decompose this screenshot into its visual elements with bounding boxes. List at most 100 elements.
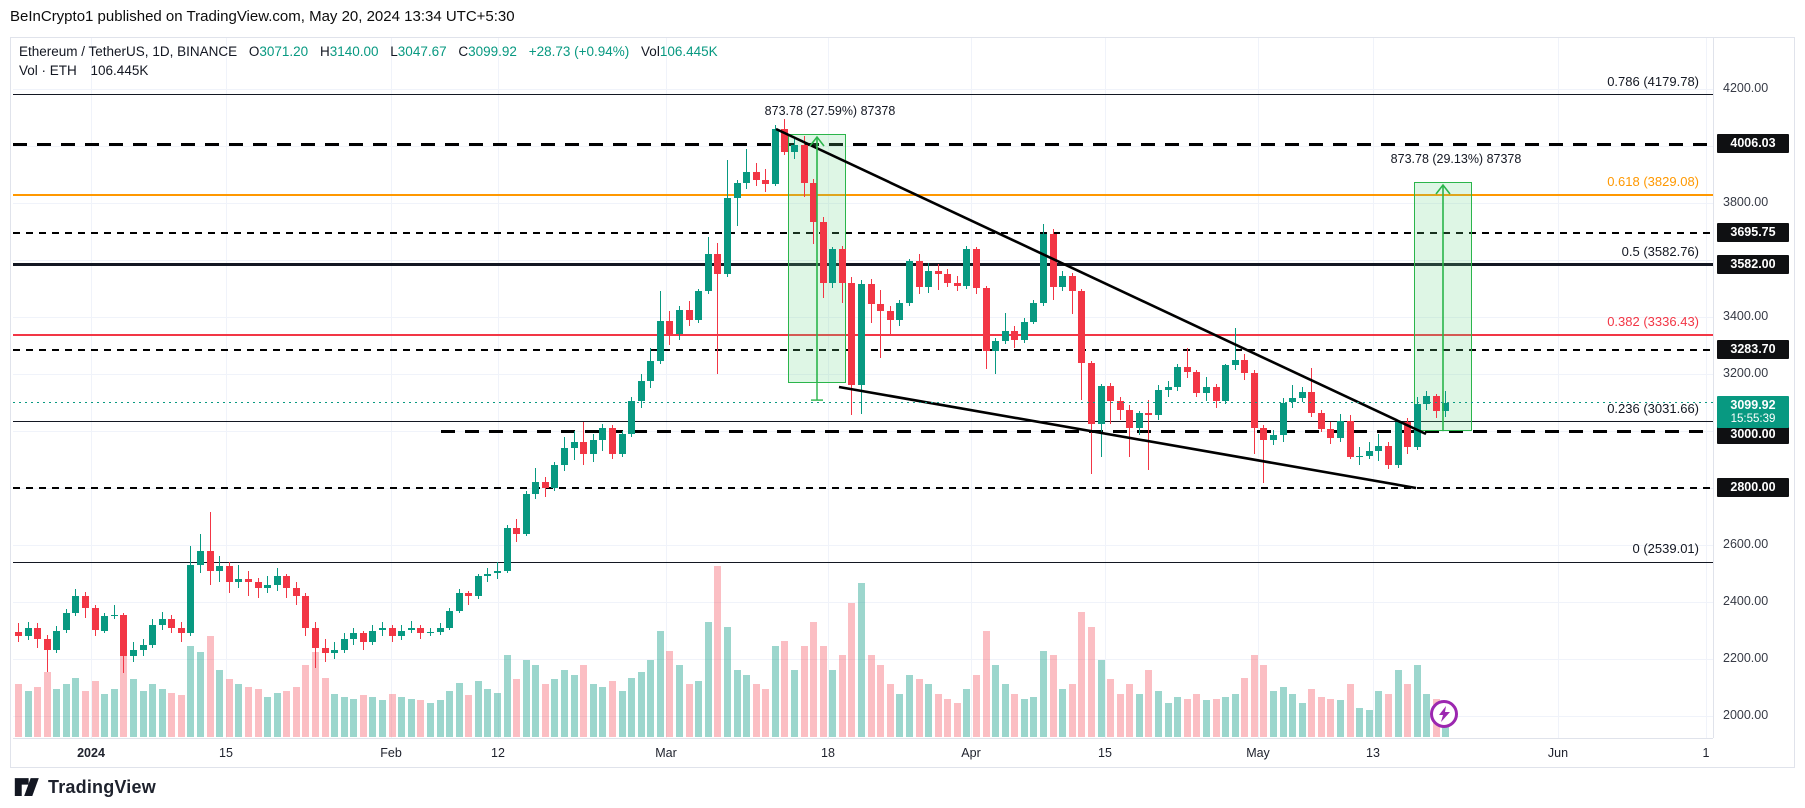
volume-bar[interactable] (1107, 679, 1115, 737)
price-axis[interactable]: 3099.92 15:55:39 4006.03 3695.75 3582.00 32… (1713, 38, 1797, 738)
candle-body[interactable] (762, 180, 770, 185)
horizontal-dashed-line[interactable] (13, 487, 1713, 489)
volume-bar[interactable] (1040, 650, 1048, 737)
candle-body[interactable] (446, 610, 454, 628)
candle-body[interactable] (1212, 386, 1220, 402)
volume-bar[interactable] (896, 693, 904, 737)
volume-bar[interactable] (216, 669, 224, 737)
volume-bar[interactable] (733, 669, 741, 737)
volume-bar[interactable] (685, 684, 693, 737)
volume-bar[interactable] (810, 621, 818, 737)
volume-bar[interactable] (1346, 684, 1354, 737)
volume-bar[interactable] (1337, 700, 1345, 737)
candle-wick[interactable] (1234, 328, 1236, 370)
volume-bar[interactable] (838, 655, 846, 737)
time-axis-label[interactable]: Mar (655, 746, 677, 760)
volume-bar[interactable] (1135, 693, 1143, 737)
candle-wick[interactable] (1292, 385, 1294, 409)
volume-bar[interactable] (15, 684, 22, 737)
volume-bar[interactable] (608, 681, 616, 737)
volume-bar[interactable] (800, 645, 808, 737)
volume-bar[interactable] (1049, 655, 1057, 737)
volume-bar[interactable] (1317, 696, 1325, 737)
candle-body[interactable] (1068, 275, 1076, 292)
candle-body[interactable] (1059, 275, 1067, 288)
volume-bar[interactable] (1222, 696, 1230, 737)
candle-body[interactable] (359, 633, 367, 642)
candle-body[interactable] (139, 644, 147, 651)
candle-body[interactable] (321, 647, 329, 654)
volume-bar[interactable] (206, 636, 214, 737)
candle-body[interactable] (494, 570, 501, 574)
candle-body[interactable] (915, 260, 923, 288)
candle-wick[interactable] (889, 305, 891, 336)
candle-body[interactable] (417, 627, 425, 634)
volume-bar[interactable] (273, 692, 281, 737)
candle-body[interactable] (1145, 413, 1153, 416)
candle-body[interactable] (551, 465, 559, 488)
candle-body[interactable] (503, 527, 511, 571)
candle-body[interactable] (187, 564, 195, 634)
volume-bar[interactable] (1279, 687, 1287, 737)
volume-bar[interactable] (244, 687, 252, 737)
candle-body[interactable] (1279, 402, 1287, 436)
volume-bar[interactable] (177, 694, 185, 737)
time-axis-label[interactable]: 1 (1702, 746, 1710, 760)
volume-bar[interactable] (1116, 693, 1124, 737)
volume-bar[interactable] (790, 669, 798, 737)
candle-body[interactable] (810, 183, 818, 222)
candle-wick[interactable] (1368, 442, 1370, 460)
volume-bar[interactable] (254, 689, 262, 737)
candle-body[interactable] (72, 596, 80, 614)
volume-bar[interactable] (82, 690, 90, 737)
candle-body[interactable] (570, 442, 578, 449)
lightning-marker[interactable] (1430, 700, 1458, 728)
volume-bar[interactable] (647, 660, 655, 737)
horizontal-dashed-line[interactable] (13, 142, 1713, 146)
volume-bar[interactable] (1193, 693, 1201, 737)
candle-body[interactable] (311, 627, 319, 648)
candle-body[interactable] (302, 596, 310, 628)
tradingview-logo[interactable]: TradingView (14, 774, 156, 800)
candle-wick[interactable] (46, 634, 48, 672)
candle-body[interactable] (934, 271, 942, 274)
volume-bar[interactable] (1260, 665, 1268, 737)
candle-body[interactable] (628, 401, 636, 434)
candle-body[interactable] (1231, 359, 1239, 366)
volume-bar[interactable] (388, 693, 396, 737)
time-axis-label[interactable]: Jun (1547, 746, 1569, 760)
volume-bar[interactable] (1155, 690, 1163, 737)
volume-bar[interactable] (1174, 696, 1182, 737)
candle-body[interactable] (819, 221, 827, 283)
time-axis-label[interactable]: 13 (1366, 746, 1380, 760)
candle-body[interactable] (53, 630, 61, 651)
volume-bar[interactable] (139, 690, 147, 737)
candle-body[interactable] (877, 304, 885, 312)
candle-wick[interactable] (995, 338, 997, 374)
candle-body[interactable] (1001, 331, 1009, 342)
candle-body[interactable] (1164, 386, 1172, 390)
volume-bar[interactable] (513, 679, 521, 737)
volume-bar[interactable] (53, 689, 61, 737)
volume-bar[interactable] (915, 679, 923, 737)
candle-body[interactable] (944, 273, 952, 283)
candle-body[interactable] (1078, 291, 1086, 363)
volume-bar[interactable] (905, 674, 913, 737)
candle-wick[interactable] (257, 577, 259, 598)
volume-bar[interactable] (398, 696, 406, 737)
candle-body[interactable] (953, 282, 961, 286)
fib-level-line[interactable] (13, 561, 1713, 564)
candle-body[interactable] (752, 171, 760, 181)
candle-body[interactable] (1423, 395, 1431, 405)
candle-body[interactable] (1250, 372, 1258, 428)
candle-body[interactable] (695, 291, 703, 320)
volume-bar[interactable] (752, 684, 760, 737)
candle-body[interactable] (129, 650, 137, 657)
volume-bar[interactable] (589, 684, 597, 737)
candle-body[interactable] (1375, 445, 1383, 452)
candle-body[interactable] (685, 309, 693, 320)
volume-bar[interactable] (522, 660, 530, 737)
candle-body[interactable] (532, 482, 540, 494)
volume-bar[interactable] (886, 684, 894, 737)
volume-bar[interactable] (1068, 684, 1076, 737)
